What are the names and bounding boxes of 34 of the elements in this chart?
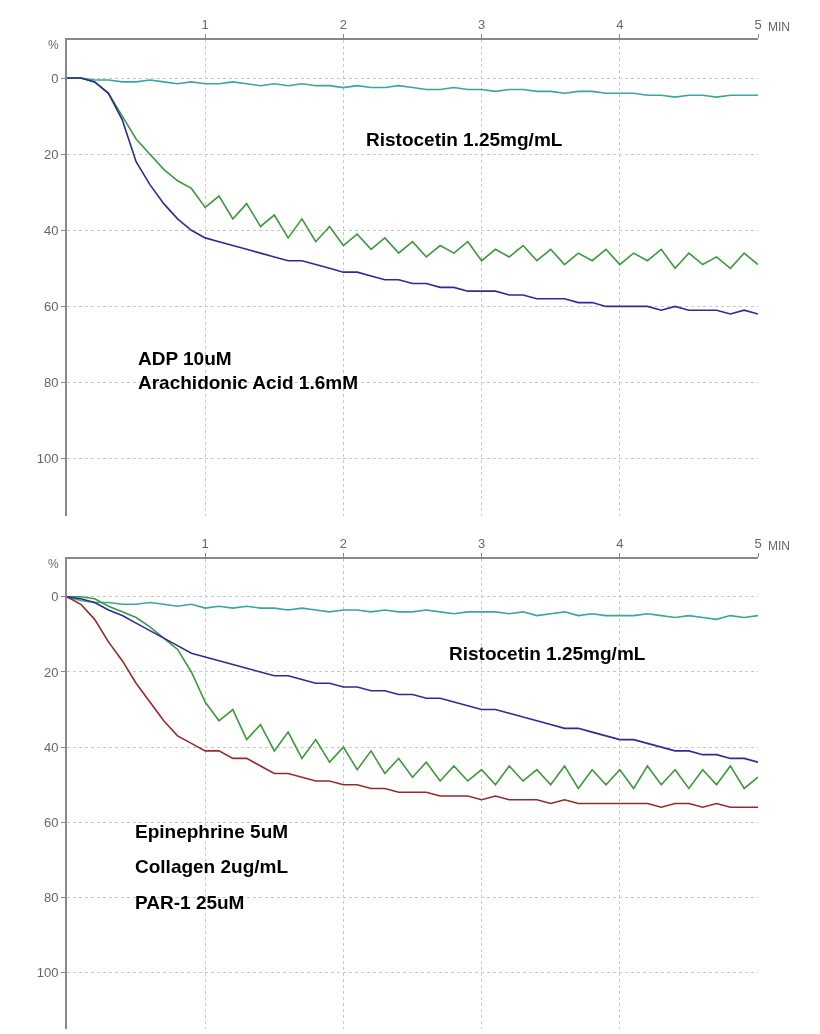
y-tick-label: 60: [43, 814, 59, 830]
y-tick-label: 60: [43, 298, 59, 314]
annotation: Collagen 2ug/mL: [135, 856, 289, 877]
y-tick-label: 0: [51, 589, 59, 605]
annotation: Arachidonic Acid 1.6mM: [138, 372, 358, 393]
y-tick-label: 100: [36, 451, 59, 467]
x-tick-label: 2: [339, 536, 348, 552]
annotation: PAR-1 25uM: [135, 892, 245, 913]
y-tick-label: 20: [43, 146, 59, 162]
y-axis-title: %: [48, 557, 59, 571]
y-tick-label: 40: [43, 739, 59, 755]
x-tick-label: 2: [339, 16, 348, 32]
x-tick-label: 1: [201, 16, 209, 32]
x-tick-label: 4: [616, 16, 624, 32]
y-tick-label: 100: [36, 965, 59, 981]
x-tick-label: 4: [616, 536, 624, 552]
y-tick-label: 0: [51, 70, 59, 86]
line-series: [67, 77, 758, 315]
annotation: Ristocetin 1.25mg/mL: [366, 129, 563, 150]
y-tick-label: 40: [43, 222, 59, 238]
x-tick-label: 1: [201, 536, 209, 552]
x-tick-label: 5: [754, 536, 762, 552]
y-tick-label: 80: [43, 375, 59, 391]
y-tick-label: 80: [43, 890, 59, 906]
y-axis-title: %: [48, 38, 59, 52]
x-axis-title: MIN: [768, 20, 790, 34]
annotation: Epinephrine 5uM: [135, 821, 289, 842]
annotation: Ristocetin 1.25mg/mL: [449, 643, 646, 664]
annotation: ADP 10uM: [138, 348, 232, 369]
x-tick-label: 3: [477, 536, 486, 552]
x-axis-title: MIN: [768, 539, 790, 553]
y-tick-label: 20: [43, 664, 59, 680]
x-tick-label: 3: [477, 16, 486, 32]
x-tick-label: 5: [754, 16, 762, 32]
